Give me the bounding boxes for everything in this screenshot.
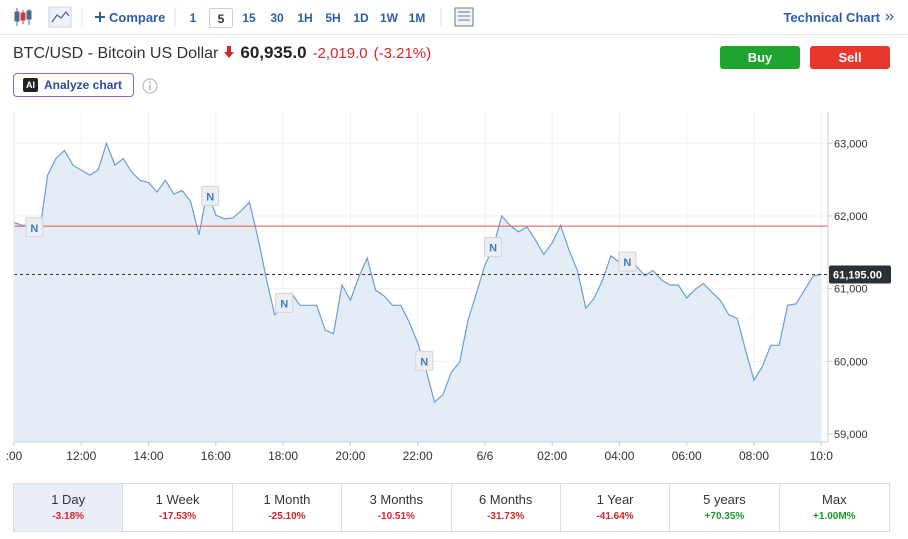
news-marker-label: N [206,191,214,203]
quote-header: BTC/USD - Bitcoin US Dollar 60,935.0 -2,… [13,43,431,63]
area-icon[interactable] [48,6,72,28]
x-tick-label: 06:00 [672,449,702,463]
y-tick-label: 59,000 [834,429,868,441]
x-tick-label: 02:00 [537,449,567,463]
period-label: 1 Week [155,492,200,507]
interval-button[interactable]: 5H [325,11,341,25]
period-label: 1 Month [263,492,311,507]
compare-button[interactable]: Compare [109,10,166,25]
interval-button[interactable]: 15 [242,11,256,25]
x-tick-label: 6/6 [477,449,494,463]
interval-button[interactable]: 1D [353,11,369,25]
news-marker[interactable]: N [618,251,637,272]
compare-plus[interactable] [95,12,105,22]
price-area [14,143,822,443]
news-marker[interactable]: N [484,237,503,258]
price-change: -2,019.0 [312,45,368,62]
period-label: 1 Year [596,492,634,507]
price-label: 61,195.00 [833,269,882,281]
news-marker-box [275,292,294,313]
chevrons[interactable] [885,13,894,21]
x-tick-label: 04:00 [604,449,634,463]
x-tick-label: 14:00 [134,449,164,463]
x-tick-label: 18:00 [268,449,298,463]
period-label: 3 Months [369,492,424,507]
table-icon[interactable] [454,7,474,27]
news-marker-label: N [623,257,631,269]
period-cell[interactable]: 1 Week -17.53% [123,484,233,531]
price-chart: 59,000 60,000 61,000 62,000 63,000 :00 12:00 14… [6,112,891,463]
technical-chart-link[interactable]: Technical Chart [783,10,880,25]
x-tick-label: 12:00 [66,449,96,463]
interval-button[interactable]: 1 [189,11,197,25]
news-marker-box [618,251,637,272]
period-label: Max [822,492,847,507]
period-change: -41.64% [596,511,634,522]
x-tick-label: 10:0 [810,449,834,463]
period-change: +70.35% [704,511,745,522]
price-label-box [829,265,891,284]
x-tick-label: 22:00 [403,449,433,463]
x-tick-label: 20:00 [335,449,365,463]
x-tick-label: 16:00 [201,449,231,463]
period-change: -25.10% [268,511,306,522]
instrument-title: BTC/USD - Bitcoin US Dollar [13,45,219,62]
ai-badge: AI [23,78,38,92]
interval-button[interactable]: 30 [270,11,284,25]
analyze-chart-button[interactable]: AI Analyze chart [13,73,134,97]
info-icon[interactable] [142,78,158,94]
toolbar: Compare 1 5 15 30 1H 5H 1D 1W 1M Technical Chart [0,0,908,35]
news-marker-box [25,217,44,238]
period-cell[interactable]: Max +1.00M% [780,484,889,531]
last-price: 60,935.0 [240,43,307,62]
interval-button[interactable]: 1M [408,11,426,25]
period-table: 1 Day -3.18% 1 Week -17.53% 1 Month -25.10% 3 … [13,483,890,532]
x-tick-label: :00 [6,449,23,463]
period-cell[interactable]: 1 Year -41.64% [561,484,671,531]
period-cell[interactable]: 6 Months -31.73% [452,484,561,531]
interval-button[interactable]: 1W [380,11,398,25]
news-marker-box [201,185,220,206]
period-cell[interactable]: 5 years +70.35% [670,484,780,531]
price-line [13,141,822,404]
period-change: +1.00M% [813,511,856,522]
period-cell[interactable]: 3 Months -10.51% [342,484,452,531]
news-marker-label: N [280,298,288,310]
news-marker[interactable]: N [201,185,220,206]
period-change: -3.18% [52,511,85,522]
news-marker[interactable]: N [25,217,44,238]
y-tick-label: 61,000 [834,284,868,296]
period-change: -17.53% [158,511,197,522]
period-label: 1 Day [51,492,86,507]
news-marker-label: N [30,223,38,235]
news-marker-box [484,237,503,258]
news-marker[interactable]: N [415,350,434,371]
period-cell[interactable]: 1 Month -25.10% [233,484,343,531]
period-label: 6 Months [478,492,533,507]
period-change: -31.73% [487,511,525,522]
x-tick-label: 08:00 [739,449,769,463]
y-tick-label: 63,000 [834,138,868,150]
news-marker[interactable]: N [275,292,294,313]
candle-icon[interactable] [14,8,32,26]
interval-button[interactable]: 5 [209,8,233,28]
period-cell[interactable]: 1 Day -3.18% [14,484,124,531]
interval-button[interactable]: 1H [297,11,313,25]
down-arrow [224,46,235,58]
sell-button[interactable]: Sell [810,46,890,69]
period-label: 5 years [703,492,746,507]
analyze-label: Analyze chart [44,78,123,92]
toolbar-icons [14,6,894,28]
buy-button[interactable]: Buy [720,46,800,69]
news-marker-box [415,350,434,371]
news-marker-label: N [489,243,497,255]
y-tick-label: 60,000 [834,356,868,368]
y-tick-label: 62,000 [834,211,868,223]
period-change: -10.51% [377,511,415,522]
news-marker-label: N [420,356,428,368]
price-change-percent: (-3.21%) [373,45,432,62]
